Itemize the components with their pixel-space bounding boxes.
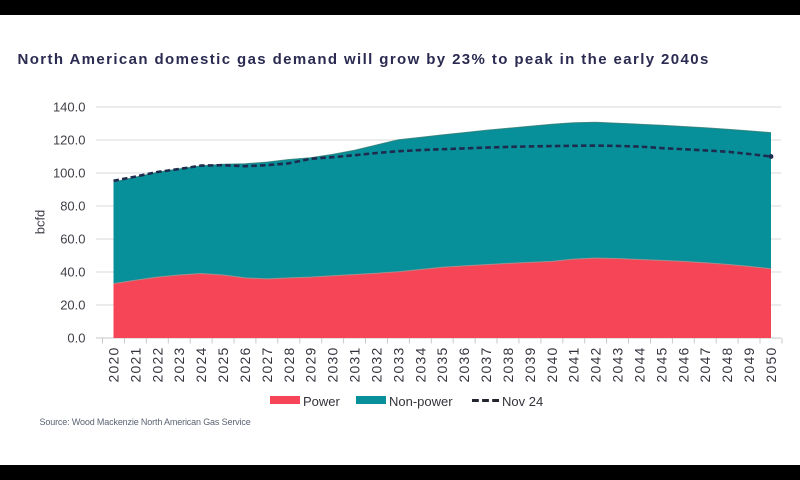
svg-text:2031: 2031 xyxy=(347,347,363,383)
svg-text:2027: 2027 xyxy=(259,347,275,383)
svg-text:2022: 2022 xyxy=(149,347,165,383)
svg-text:2042: 2042 xyxy=(588,347,604,383)
svg-text:2047: 2047 xyxy=(697,347,713,383)
svg-text:2032: 2032 xyxy=(369,347,385,383)
svg-text:2036: 2036 xyxy=(456,347,472,383)
svg-text:2029: 2029 xyxy=(303,347,319,383)
svg-text:2044: 2044 xyxy=(632,347,648,383)
svg-text:2020: 2020 xyxy=(106,347,122,383)
svg-text:80.0: 80.0 xyxy=(60,199,85,214)
svg-text:2037: 2037 xyxy=(478,347,494,383)
svg-text:2048: 2048 xyxy=(719,347,735,383)
svg-text:2043: 2043 xyxy=(610,347,626,383)
svg-text:2049: 2049 xyxy=(741,347,757,383)
svg-text:2045: 2045 xyxy=(653,347,669,383)
svg-text:2035: 2035 xyxy=(434,347,450,383)
svg-text:2021: 2021 xyxy=(127,347,143,383)
svg-text:140.0: 140.0 xyxy=(53,100,86,115)
svg-text:2039: 2039 xyxy=(522,347,538,383)
svg-text:2038: 2038 xyxy=(500,347,516,383)
svg-text:60.0: 60.0 xyxy=(60,232,85,247)
svg-text:2033: 2033 xyxy=(390,347,406,383)
svg-text:2030: 2030 xyxy=(325,347,341,383)
svg-text:2034: 2034 xyxy=(412,347,428,383)
svg-text:120.0: 120.0 xyxy=(53,133,86,148)
svg-text:20.0: 20.0 xyxy=(60,298,85,313)
svg-text:100.0: 100.0 xyxy=(53,166,86,181)
svg-text:2023: 2023 xyxy=(171,347,187,383)
svg-text:2028: 2028 xyxy=(281,347,297,383)
svg-text:2024: 2024 xyxy=(193,347,209,383)
svg-text:2025: 2025 xyxy=(215,347,231,383)
svg-text:2026: 2026 xyxy=(237,347,253,383)
svg-text:2040: 2040 xyxy=(544,347,560,383)
svg-text:bcfd: bcfd xyxy=(33,210,48,235)
svg-text:2050: 2050 xyxy=(763,347,779,383)
svg-text:40.0: 40.0 xyxy=(60,265,85,280)
svg-text:0.0: 0.0 xyxy=(67,331,85,346)
svg-text:2041: 2041 xyxy=(566,347,582,383)
svg-text:2046: 2046 xyxy=(675,347,691,383)
